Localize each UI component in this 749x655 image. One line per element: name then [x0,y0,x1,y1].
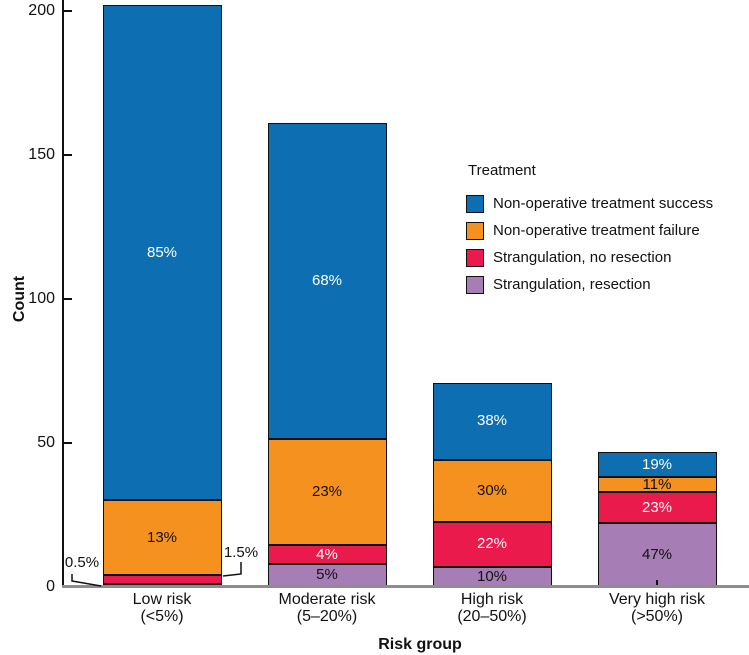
category-label-line2: (>50%) [630,608,684,625]
segment-label: 23% [311,482,343,500]
category-label-line2: (5–20%) [296,608,358,625]
category-label-high-risk: High risk (20–50%) [407,592,577,625]
category-label-line1: Low risk [132,591,192,608]
y-tick-label: 200 [28,2,55,19]
y-tick-mark [64,10,72,12]
segment-strangulation-no-resection [102,575,222,585]
segment-label: 5% [316,566,338,584]
category-label-moderate-risk: Moderate risk (5–20%) [242,592,412,625]
segment-label: 11% [642,475,672,493]
segment-label: 30% [476,481,508,499]
y-tick-label: 0 [46,578,55,595]
segment-label: 38% [476,412,508,430]
segment-non-operative-treatment-failure [432,460,552,522]
y-tick-mark [64,154,72,156]
segment-strangulation-no-resection [432,521,552,567]
y-axis-line [62,0,64,588]
annotation-low-risk-no-resection: 1.5% [223,544,259,561]
legend-item-label: Non-operative treatment failure [493,222,700,239]
segment-non-operative-treatment-success [267,123,387,439]
legend-swatch [466,248,484,267]
category-label-line1: High risk [460,591,524,608]
legend-item-label: Non-operative treatment success [493,195,714,212]
legend-item-strangulation-resection: Strangulation, resection [466,271,713,298]
segment-non-operative-treatment-failure [267,438,387,546]
segment-label: 10% [476,567,508,585]
legend-swatch [466,221,484,240]
segment-non-operative-treatment-success [597,451,717,478]
segment-label: 4% [316,545,338,563]
segment-non-operative-treatment-failure [597,477,717,493]
annotation-low-risk-resection: 0.5% [64,554,100,571]
y-tick-mark [64,442,72,444]
category-label-line2: (20–50%) [457,608,527,625]
legend-title: Treatment [468,162,536,179]
y-tick-label: 150 [28,146,55,163]
category-label-line1: Very high risk [608,591,706,608]
segment-label: 23% [641,498,673,516]
segment-label: 68% [311,271,343,289]
legend-item-label: Strangulation, resection [493,276,651,293]
bar-moderate-risk: 5% 4% 23% 68% [267,123,387,587]
legend-item-label: Strangulation, no resection [493,249,672,266]
bar-high-risk: 10% 22% 30% 38% [432,382,552,587]
segment-non-operative-treatment-success [432,382,552,461]
segment-label: 19% [641,455,673,473]
category-label-low-risk: Low risk (<5%) [77,592,247,625]
legend-item-non-operative-treatment-success: Non-operative treatment success [466,190,713,217]
segment-strangulation-no-resection [267,545,387,564]
segment-label: 22% [476,535,508,553]
legend: Treatment Non-operative treatment succes… [466,162,713,298]
legend-swatch [466,275,484,294]
legend-swatch [466,194,484,213]
category-label-line2: (<5%) [140,608,184,625]
bar-low-risk: 13% 85% [102,5,222,587]
x-tick-mark [656,580,658,587]
segment-label: 85% [146,243,178,261]
bar-very-high-risk: 47% 23% 11% 19% [597,451,717,587]
segment-label: 47% [641,546,673,564]
y-tick-mark [64,298,72,300]
segment-non-operative-treatment-success [102,5,222,500]
y-tick-label: 50 [37,434,55,451]
segment-strangulation-no-resection [597,492,717,524]
x-axis-title: Risk group [378,636,462,653]
legend-item-non-operative-treatment-failure: Non-operative treatment failure [466,217,713,244]
x-axis-line [62,585,749,588]
segment-non-operative-treatment-failure [102,499,222,576]
legend-item-strangulation-no-resection: Strangulation, no resection [466,244,713,271]
y-tick-label: 100 [28,290,55,307]
segment-label: 13% [146,528,178,546]
category-label-very-high-risk: Very high risk (>50%) [572,592,742,625]
category-label-line1: Moderate risk [278,591,376,608]
